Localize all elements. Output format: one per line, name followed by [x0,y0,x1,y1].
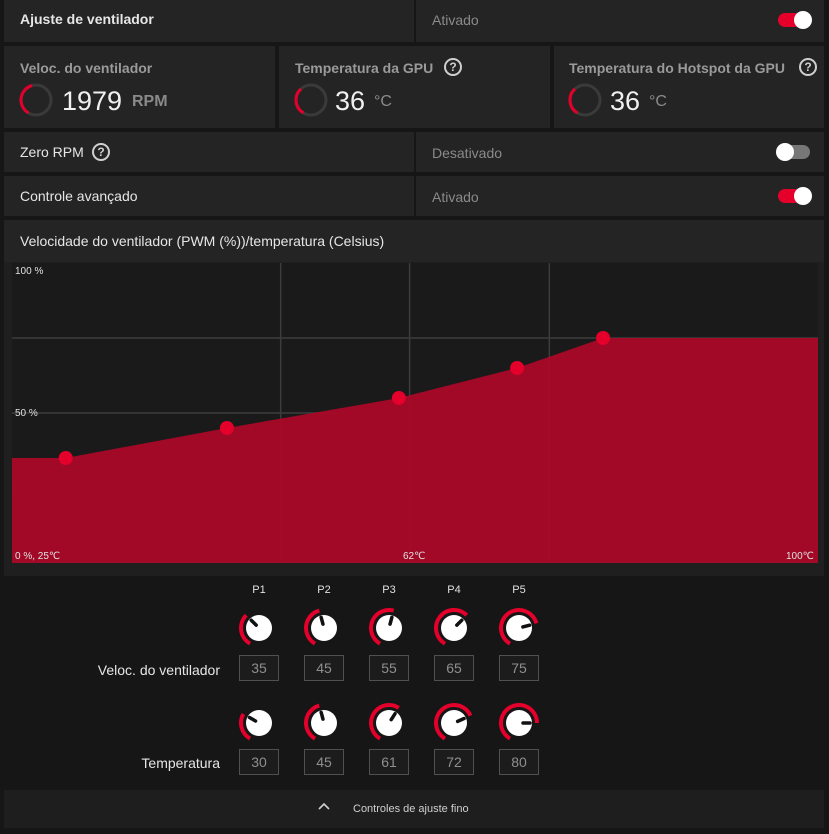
speed-value-box[interactable]: 55 [369,655,409,681]
temp-value-box[interactable]: 61 [369,749,409,775]
temp-knob[interactable] [368,702,410,744]
fan-tuning-label: Ajuste de ventilador [20,11,154,27]
zero-rpm-label: Zero RPM [20,144,84,160]
temp-row-label: Temperatura [141,755,220,771]
fan-speed-unit: RPM [132,93,168,110]
gpu-temp-value: 36 [335,86,366,116]
fan-tuning-row: Ajuste de ventilador Ativado [4,0,824,42]
point-label: P2 [317,584,331,596]
zero-rpm-status: Desativado [432,145,503,161]
temp-knob[interactable] [238,702,280,744]
speed-knob[interactable] [498,607,540,649]
metric-label: Temperatura do Hotspot da GPU [569,60,785,76]
fan-speed-gauge-icon [19,83,53,117]
speed-row-label: Veloc. do ventilador [97,662,220,678]
speed-value-box[interactable]: 45 [304,655,344,681]
temp-knob[interactable] [303,702,345,744]
curve-point-3[interactable] [391,391,406,405]
speed-value-box[interactable]: 35 [239,655,279,681]
metric-fan-speed: Veloc. do ventilador 1979 RPM [4,46,275,128]
speed-value-box[interactable]: 65 [434,655,474,681]
advanced-control-row: Controle avançado Ativado [4,176,824,216]
temp-value-box[interactable]: 72 [434,749,474,775]
y-top-label: 100 % [15,266,44,277]
fan-speed-value: 1979 [62,86,123,116]
point-label: P3 [382,584,396,596]
help-icon[interactable]: ? [799,58,817,76]
point-label: P1 [252,584,266,596]
curve-point-5[interactable] [596,331,611,345]
speed-value-box[interactable]: 75 [499,655,539,681]
divider [414,0,416,42]
speed-knob[interactable] [368,607,410,649]
help-icon[interactable]: ? [92,143,110,161]
hotspot-temp-gauge-icon [568,83,602,117]
x-max-label: 100℃ [786,551,814,562]
gpu-temp-unit: °C [374,93,392,110]
fan-curve-points[interactable] [58,331,611,465]
point-label: P4 [447,584,461,596]
temp-value-box[interactable]: 30 [239,749,279,775]
chart-header: Velocidade do ventilador (PWM (%))/tempe… [4,220,824,262]
temp-value-box[interactable]: 45 [304,749,344,775]
y-mid-label: 50 % [15,408,38,419]
temp-knob[interactable] [433,702,475,744]
metric-label: Temperatura da GPU [295,60,434,76]
advanced-control-status: Ativado [432,189,479,205]
x-mid-label: 62℃ [403,551,426,562]
fine-controls-label: Controles de ajuste fino [353,803,469,815]
advanced-control-label: Controle avançado [20,188,138,204]
temp-knob[interactable] [498,702,540,744]
curve-point-2[interactable] [219,421,234,435]
metric-label: Veloc. do ventilador [20,60,153,76]
origin-label: 0 %, 25℃ [15,551,61,562]
zero-rpm-row: Zero RPM ? Desativado [4,132,824,172]
fine-controls-bar[interactable]: Controles de ajuste fino [4,790,824,828]
speed-knob[interactable] [303,607,345,649]
help-icon[interactable]: ? [444,58,462,76]
hotspot-temp-value: 36 [610,86,641,116]
divider [414,176,416,216]
fan-curve-area [12,338,818,563]
curve-point-1[interactable] [58,451,73,465]
fan-tuning-status: Ativado [432,12,479,28]
chevron-up-icon [318,802,330,810]
hotspot-temp-unit: °C [649,93,667,110]
curve-point-4[interactable] [510,361,525,375]
metric-gpu-temp: Temperatura da GPU ? 36 °C [279,46,550,128]
zero-rpm-toggle[interactable] [776,143,810,161]
chart-title: Velocidade do ventilador (PWM (%))/tempe… [20,233,385,249]
divider [414,132,416,172]
speed-knob[interactable] [433,607,475,649]
fan-curve-chart[interactable] [12,263,818,563]
metric-hotspot-temp: Temperatura do Hotspot da GPU ? 36 °C [554,46,824,128]
advanced-control-toggle[interactable] [778,187,812,205]
point-label: P5 [512,584,526,596]
speed-knob[interactable] [238,607,280,649]
temp-value-box[interactable]: 80 [499,749,539,775]
gpu-temp-gauge-icon [294,83,328,117]
fan-tuning-toggle[interactable] [778,11,812,29]
